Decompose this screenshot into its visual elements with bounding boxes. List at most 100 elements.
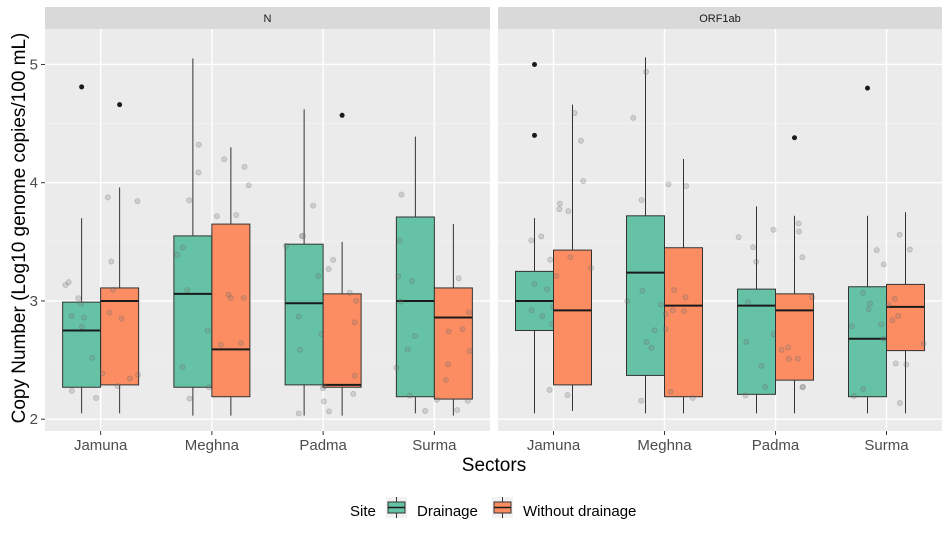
facet-strip-label: N [264,13,272,25]
jitter-point [186,395,193,402]
jitter-point [880,335,887,342]
jitter-point [546,386,553,393]
jitter-point [330,256,337,263]
jitter-point [745,299,752,306]
outlier-point [532,61,537,67]
jitter-point [670,307,676,314]
x-tick-label: Surma [864,437,909,454]
jitter-point [464,397,471,404]
jitter-point [465,309,472,316]
jitter-point [567,254,574,261]
jitter-point [547,256,554,263]
jitter-point [65,279,72,286]
jitter-point [630,114,637,121]
jitter-point [880,261,887,268]
facet-strip [45,7,490,29]
jitter-point [896,231,903,238]
jitter-point [671,287,677,293]
jitter-point [62,282,69,288]
jitter-point [393,364,400,371]
legend-item-without-drainage: Without drainage [492,497,636,520]
jitter-point [662,326,669,333]
jitter-point [217,341,224,348]
jitter-point [350,390,357,397]
jitter-point [795,220,802,227]
jitter-point [351,319,358,326]
jitter-point [459,326,466,333]
jitter-point [398,191,405,198]
box-meghna-drainage [173,58,213,416]
jitter-point [404,346,411,353]
jitter-point [643,68,649,75]
jitter-point [638,197,645,203]
jitter-point [648,344,655,351]
jitter-point [531,281,538,288]
jitter-point [412,333,418,339]
x-axis-title: Sectors [462,455,526,476]
jitter-point [174,251,181,258]
jitter-point [445,361,451,368]
box-padma-without-drainage [321,112,362,416]
x-tick-label: Padma [752,437,800,454]
jitter-point [667,388,674,395]
jitter-point [639,287,646,294]
outlier-point [339,112,345,118]
jitter-point [638,397,645,404]
box-iqr [284,243,324,386]
y-tick-label: 4 [30,175,38,192]
legend: Site Drainage Without drainage [350,497,636,520]
jitter-point [422,408,429,414]
jitter-point [878,321,885,328]
x-tick-label: Padma [299,437,347,454]
jitter-point [68,387,75,394]
jitter-point [127,375,133,382]
jitter-point [395,273,402,280]
jitter-point [118,315,125,322]
jitter-point [860,385,867,392]
jitter-point [850,393,857,399]
jitter-point [556,206,563,213]
jitter-point [891,295,898,302]
jitter-point [796,228,802,235]
jitter-point [238,340,244,346]
jitter-point [665,181,672,188]
jitter-point [557,200,563,207]
box-iqr [173,235,213,388]
box-iqr [664,247,703,398]
jitter-point [89,354,96,361]
jitter-point [538,233,545,240]
jitter-point [539,313,546,320]
jitter-point [315,273,322,279]
jitter-point [885,301,892,308]
jitter-point [735,234,742,241]
jitter-point [662,311,669,318]
facet-strip [498,7,942,29]
jitter-point [321,398,327,405]
jitter-point [397,298,404,305]
jitter-point [643,339,650,345]
box-surma-drainage [848,85,887,414]
jitter-point [799,384,806,391]
jitter-point [179,364,186,370]
box-padma-without-drainage [775,135,816,414]
legend-label: Drainage [417,503,478,520]
box-jamuna-without-drainage [553,104,595,411]
jitter-point [227,295,234,301]
jitter-point [906,246,913,253]
box-iqr [322,293,362,388]
jitter-point [298,233,305,240]
y-axis-title: Copy Number (Log10 genome copies/100 mL) [9,33,30,424]
jitter-point [762,384,769,390]
jitter-point [297,346,303,353]
jitter-point [867,300,873,307]
facet-panel-orf1ab: ORF1ab Jamuna Meghna Padma Surma [498,7,942,454]
jitter-point [903,361,910,368]
jitter-point [794,355,801,362]
jitter-point [443,377,449,383]
jitter-point [528,307,535,314]
jitter-point [93,395,99,401]
box-jamuna-drainage [515,61,557,414]
y-tick-label: 5 [30,56,38,73]
jitter-point [434,396,440,403]
